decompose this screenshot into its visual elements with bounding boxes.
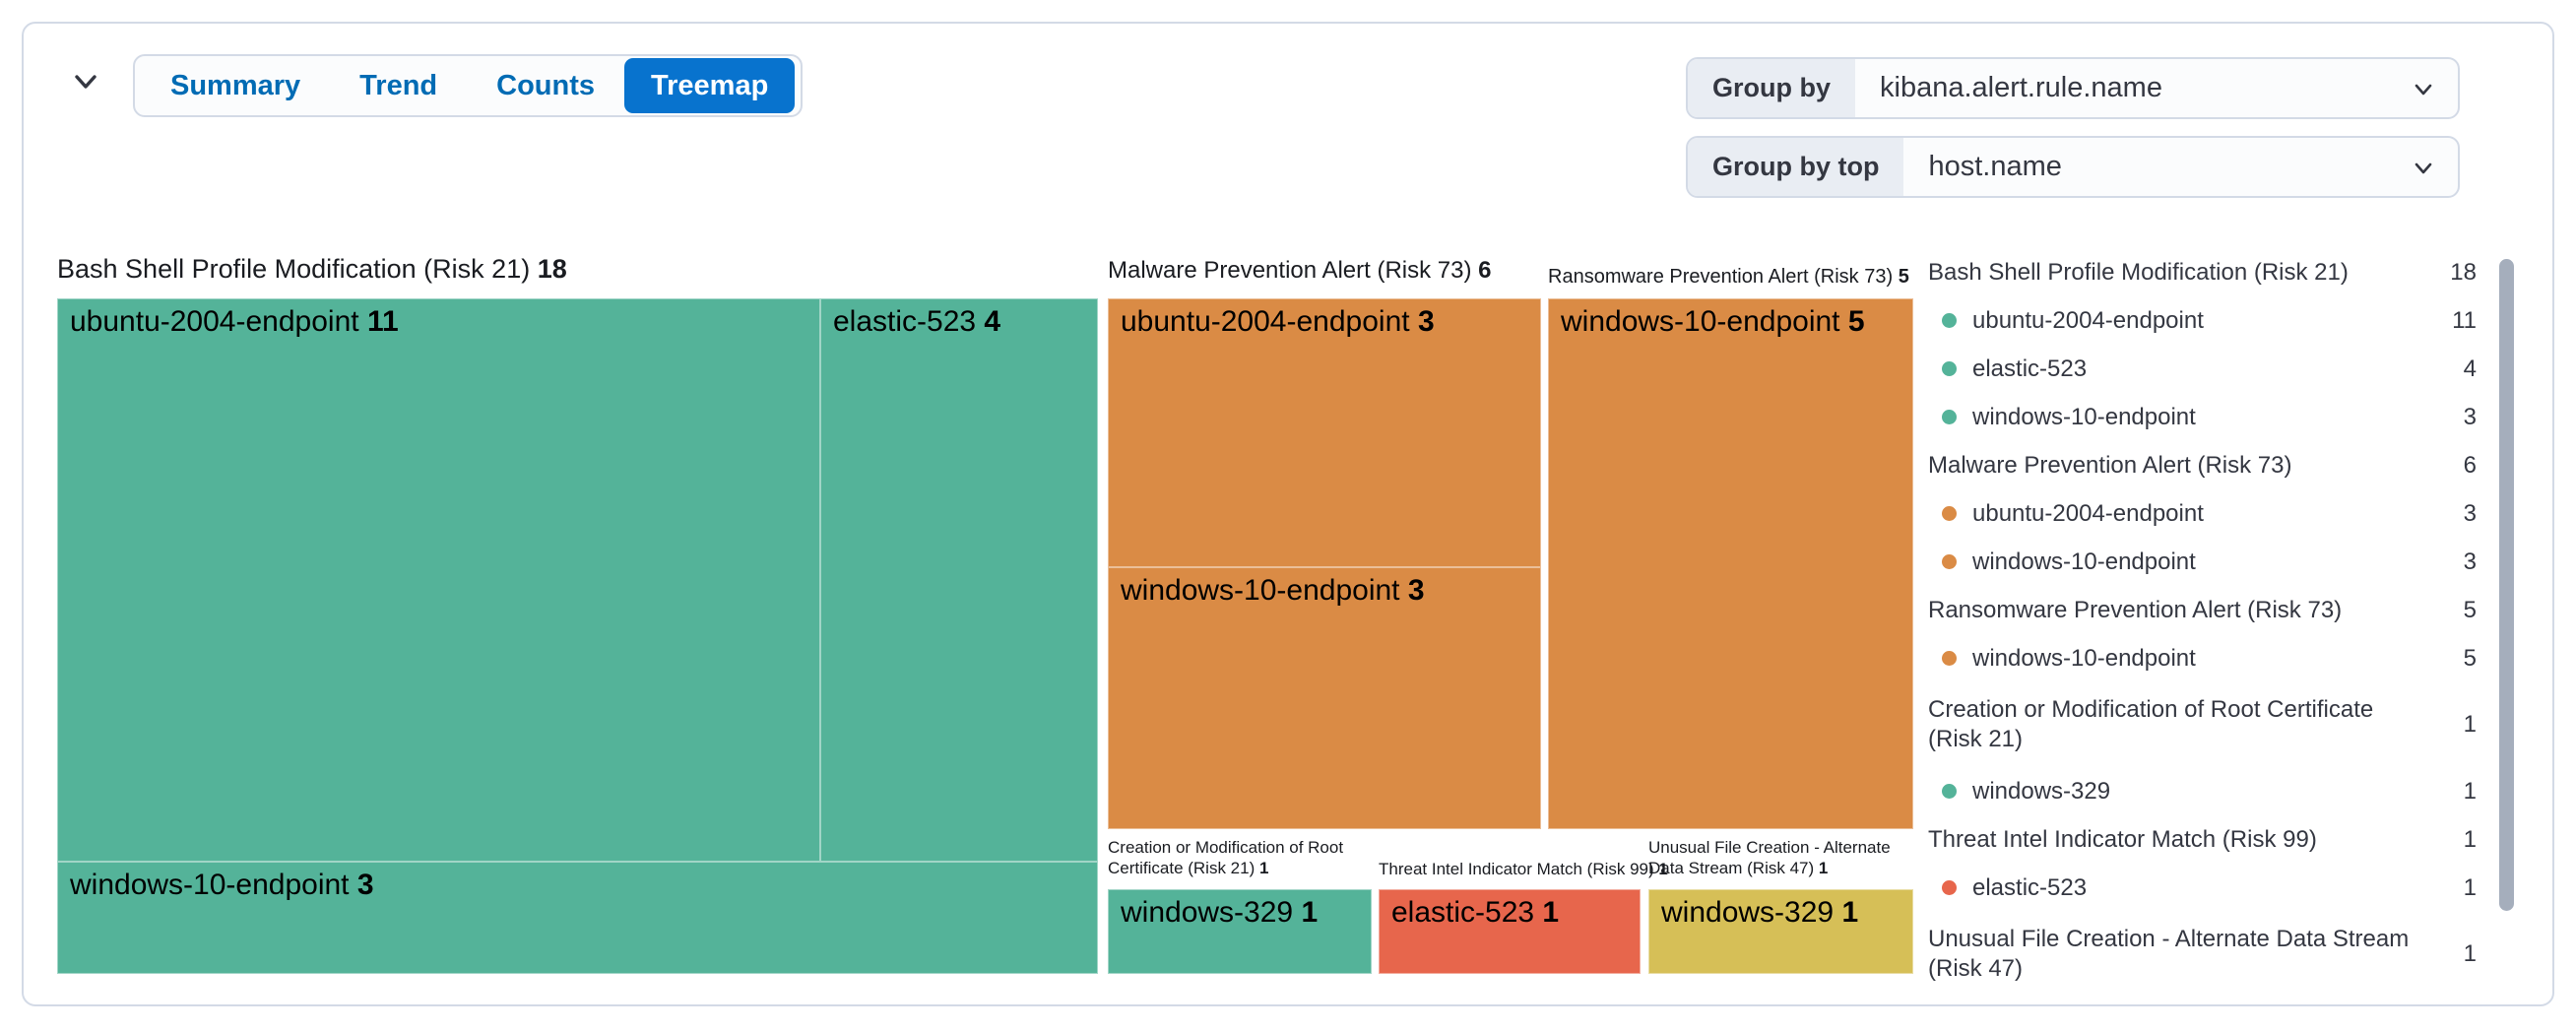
legend-item-row[interactable]: windows-10-endpoint 3: [1928, 393, 2477, 441]
legend-item-row[interactable]: ubuntu-2004-endpoint 3: [1928, 489, 2477, 538]
chart-legend: Bash Shell Profile Modification (Risk 21…: [1928, 248, 2477, 997]
tab-treemap[interactable]: Treemap: [624, 58, 796, 113]
treemap-group-title: Malware Prevention Alert (Risk 73) 6: [1108, 257, 1492, 284]
view-tab-group: Summary Trend Counts Treemap: [133, 54, 804, 117]
treemap-cell[interactable]: windows-10-endpoint 3: [1108, 567, 1541, 829]
treemap-group-title: Creation or Modification of Root Certifi…: [1108, 838, 1344, 877]
legend-group-row[interactable]: Ransomware Prevention Alert (Risk 73) 5: [1928, 596, 2477, 623]
tab-counts[interactable]: Counts: [467, 58, 624, 113]
group-by-label: Group by: [1688, 59, 1855, 117]
treemap-group-title: Unusual File Creation - Alternate Data S…: [1648, 838, 1891, 877]
legend-dot-icon: [1942, 361, 1957, 376]
legend-item-row[interactable]: windows-329 1: [1928, 767, 2477, 815]
group-by-select[interactable]: Group by kibana.alert.rule.name: [1686, 57, 2460, 119]
chevron-down-icon: [69, 64, 108, 97]
group-by-top-select[interactable]: Group by top host.name: [1686, 136, 2460, 198]
treemap-cell[interactable]: windows-10-endpoint 3: [57, 862, 1098, 974]
legend-group-row[interactable]: Bash Shell Profile Modification (Risk 21…: [1928, 258, 2477, 286]
treemap-cell[interactable]: elastic-523 1: [1379, 889, 1641, 974]
chevron-down-icon: [2411, 138, 2458, 196]
legend-item-row[interactable]: elastic-523 1: [1928, 864, 2477, 912]
group-by-value: kibana.alert.rule.name: [1880, 72, 2162, 103]
treemap-cell[interactable]: ubuntu-2004-endpoint 3: [1108, 298, 1541, 567]
legend-group-row[interactable]: Threat Intel Indicator Match (Risk 99) 1: [1928, 825, 2477, 853]
treemap-cell[interactable]: windows-329 1: [1108, 889, 1372, 974]
group-by-top-value: host.name: [1928, 151, 2062, 182]
treemap-group-title: Bash Shell Profile Modification (Risk 21…: [57, 254, 567, 284]
legend-dot-icon: [1942, 651, 1957, 666]
legend-item-row[interactable]: windows-10-endpoint 5: [1928, 634, 2477, 682]
legend-dot-icon: [1942, 506, 1957, 521]
legend-item-row[interactable]: ubuntu-2004-endpoint 11: [1928, 296, 2477, 345]
legend-item-row[interactable]: windows-10-endpoint 3: [1928, 538, 2477, 586]
legend-dot-icon: [1942, 880, 1957, 895]
legend-group-row[interactable]: Malware Prevention Alert (Risk 73) 6: [1928, 451, 2477, 479]
chevron-down-icon: [2411, 59, 2458, 117]
legend-scrollbar-thumb[interactable]: [2499, 259, 2514, 911]
legend-item-row[interactable]: elastic-523 4: [1928, 345, 2477, 393]
group-by-top-label: Group by top: [1688, 138, 1904, 196]
treemap-cell[interactable]: windows-10-endpoint 5: [1548, 298, 1913, 829]
treemap-cell[interactable]: elastic-523 4: [820, 298, 1098, 862]
tab-trend[interactable]: Trend: [330, 58, 467, 113]
treemap-group-title: Threat Intel Indicator Match (Risk 99) 1: [1379, 860, 1668, 878]
treemap-cell[interactable]: ubuntu-2004-endpoint 11: [57, 298, 820, 862]
treemap-cell[interactable]: windows-329 1: [1648, 889, 1913, 974]
treemap-group-title: Ransomware Prevention Alert (Risk 73) 5: [1548, 266, 1909, 288]
legend-dot-icon: [1942, 554, 1957, 569]
legend-dot-icon: [1942, 313, 1957, 328]
legend-group-row[interactable]: Creation or Modification of Root Certifi…: [1928, 696, 2477, 752]
collapse-section-button[interactable]: [69, 61, 108, 100]
legend-group-row[interactable]: Unusual File Creation - Alternate Data S…: [1928, 926, 2477, 982]
tab-summary[interactable]: Summary: [141, 58, 330, 113]
legend-dot-icon: [1942, 784, 1957, 799]
legend-dot-icon: [1942, 410, 1957, 424]
